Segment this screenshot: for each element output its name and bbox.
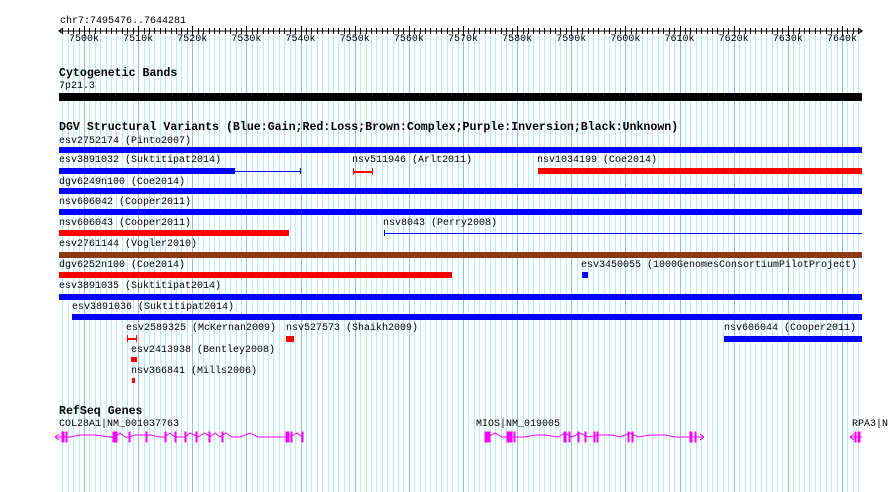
feature-label: dgv6249n100 (Coe2014) (59, 177, 186, 188)
variant-gain[interactable] (59, 209, 862, 215)
feature-label: esv2752174 (Pinto2007) (59, 136, 192, 147)
feature-label: nsv527573 (Shaikh2009) (286, 323, 419, 334)
feature-label: esv2413938 (Bentley2008) (131, 345, 276, 356)
variant-loss[interactable] (132, 378, 135, 383)
cytobands-title: Cytogenetic Bands (59, 67, 178, 80)
region-label: chr7:7495476..7644281 (60, 16, 187, 27)
variant-loss[interactable] (353, 171, 373, 173)
variant-end-tick (372, 168, 373, 175)
ruler-tick-label: 7530k (231, 34, 262, 45)
ruler-tick-label: 7510k (123, 34, 154, 45)
feature-label: nsv606044 (Cooper2011) (724, 323, 857, 334)
variant-end-tick (384, 230, 385, 236)
feature-label: nsv1034199 (Coe2014) (537, 155, 658, 166)
gene-label: RPA3|N (852, 419, 889, 430)
dgv-title: DGV Structural Variants (Blue:Gain;Red:L… (59, 121, 679, 134)
variant-gain[interactable] (582, 272, 588, 278)
ruler-tick-label: 7600k (610, 34, 641, 45)
ruler-tick-label: 7500k (69, 34, 100, 45)
feature-label: esv3891032 (Suktitipat2014) (59, 155, 222, 166)
ruler-tick-label: 7550k (339, 34, 370, 45)
feature-label: nsv366841 (Mills2006) (131, 366, 258, 377)
cytoband-label: 7p21.3 (59, 81, 96, 92)
feature-label: nsv606042 (Cooper2011) (59, 197, 192, 208)
ruler-tick-label: 7590k (556, 34, 587, 45)
gene-label: MIOS|NM_019005 (476, 419, 561, 430)
variant-complex[interactable] (59, 252, 862, 258)
variant-gain[interactable] (59, 294, 862, 300)
variant-end-tick (127, 335, 128, 342)
variant-gain[interactable] (59, 147, 862, 153)
ruler-tick-label: 7540k (285, 34, 316, 45)
variant-loss[interactable] (59, 230, 289, 236)
ruler-tick-label: 7620k (718, 34, 749, 45)
variant-end-tick (300, 168, 301, 174)
ruler-tick-label: 7640k (826, 34, 857, 45)
ruler-tick-label: 7560k (393, 34, 424, 45)
variant-loss[interactable] (127, 338, 137, 340)
variant-end-tick (353, 168, 354, 175)
refseq-title: RefSeq Genes (59, 405, 143, 418)
variant-gain[interactable] (72, 314, 862, 320)
ruler-axis (58, 26, 863, 36)
feature-label: nsv8043 (Perry2008) (383, 218, 498, 229)
ruler-tick-label: 7580k (502, 34, 533, 45)
variant-gain[interactable] (59, 188, 862, 194)
variant-gain-extent[interactable] (384, 233, 862, 234)
variant-loss[interactable] (538, 168, 862, 174)
variant-loss[interactable] (59, 272, 452, 278)
variant-loss[interactable] (131, 357, 137, 362)
gene-models[interactable] (0, 428, 890, 448)
feature-label: esv3450055 (1000GenomesConsortiumPilotPr… (581, 260, 858, 271)
ruler-tick-label: 7610k (664, 34, 695, 45)
cytoband-bar[interactable] (59, 93, 862, 101)
variant-end-tick (136, 335, 137, 342)
feature-label: dgv6252n100 (Coe2014) (59, 260, 186, 271)
feature-label: esv2589325 (McKernan2009) (126, 323, 277, 334)
variant-gain-extent[interactable] (235, 171, 301, 172)
gene-label: COL28A1|NM_001037763 (59, 419, 180, 430)
variant-loss[interactable] (286, 336, 294, 342)
feature-label: esv3891036 (Suktitipat2014) (72, 302, 235, 313)
ruler-tick-label: 7520k (177, 34, 208, 45)
ruler-tick-label: 7570k (447, 34, 478, 45)
feature-label: esv2761144 (Vogler2010) (59, 239, 198, 250)
feature-label: esv3891035 (Suktitipat2014) (59, 281, 222, 292)
feature-label: nsv606043 (Cooper2011) (59, 218, 192, 229)
variant-gain[interactable] (724, 336, 862, 342)
variant-gain[interactable] (59, 168, 235, 174)
feature-label: nsv511946 (Arlt2011) (352, 155, 473, 166)
ruler-tick-label: 7630k (772, 34, 803, 45)
